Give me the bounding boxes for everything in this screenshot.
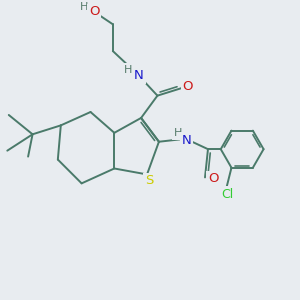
Text: H: H xyxy=(80,2,88,12)
Text: S: S xyxy=(145,175,153,188)
Text: O: O xyxy=(182,80,193,93)
Text: H: H xyxy=(173,128,182,138)
Text: N: N xyxy=(182,134,192,147)
Text: O: O xyxy=(89,5,100,18)
Text: N: N xyxy=(134,69,144,82)
Text: O: O xyxy=(208,172,219,185)
Text: Cl: Cl xyxy=(221,188,234,201)
Text: H: H xyxy=(124,65,133,75)
